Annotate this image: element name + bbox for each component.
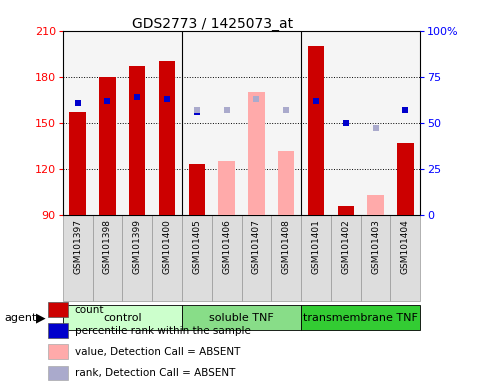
Text: value, Detection Call = ABSENT: value, Detection Call = ABSENT bbox=[75, 347, 240, 357]
Text: GDS2773 / 1425073_at: GDS2773 / 1425073_at bbox=[132, 17, 293, 31]
Text: GSM101404: GSM101404 bbox=[401, 219, 410, 274]
Text: GSM101400: GSM101400 bbox=[163, 219, 171, 274]
Text: transmembrane TNF: transmembrane TNF bbox=[303, 313, 418, 323]
Bar bbox=[189, 164, 205, 215]
Bar bbox=[368, 195, 384, 215]
Bar bbox=[159, 61, 175, 215]
Bar bbox=[308, 46, 324, 215]
Text: GSM101406: GSM101406 bbox=[222, 219, 231, 274]
Bar bbox=[70, 112, 86, 215]
Bar bbox=[278, 151, 294, 215]
Text: GSM101408: GSM101408 bbox=[282, 219, 291, 274]
Text: percentile rank within the sample: percentile rank within the sample bbox=[75, 326, 251, 336]
Text: control: control bbox=[103, 313, 142, 323]
Text: GSM101402: GSM101402 bbox=[341, 219, 350, 274]
Bar bbox=[397, 143, 413, 215]
Text: GSM101407: GSM101407 bbox=[252, 219, 261, 274]
Text: GSM101401: GSM101401 bbox=[312, 219, 320, 274]
Bar bbox=[218, 161, 235, 215]
Text: GSM101399: GSM101399 bbox=[133, 219, 142, 274]
Bar bbox=[129, 66, 145, 215]
Text: agent: agent bbox=[5, 313, 37, 323]
Text: soluble TNF: soluble TNF bbox=[209, 313, 274, 323]
Text: count: count bbox=[75, 305, 104, 314]
Text: rank, Detection Call = ABSENT: rank, Detection Call = ABSENT bbox=[75, 368, 235, 378]
Bar bbox=[338, 206, 354, 215]
Bar bbox=[248, 92, 265, 215]
Text: GSM101398: GSM101398 bbox=[103, 219, 112, 274]
Text: ▶: ▶ bbox=[36, 311, 46, 324]
Text: GSM101403: GSM101403 bbox=[371, 219, 380, 274]
Bar bbox=[99, 77, 115, 215]
Text: GSM101397: GSM101397 bbox=[73, 219, 82, 274]
Text: GSM101405: GSM101405 bbox=[192, 219, 201, 274]
